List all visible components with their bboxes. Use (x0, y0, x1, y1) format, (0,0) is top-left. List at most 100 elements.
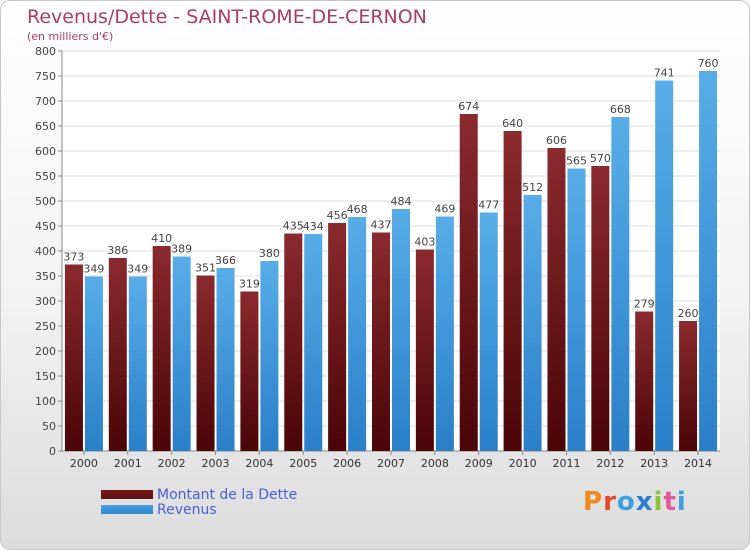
bar-dette (64, 264, 83, 451)
bar-dette (284, 233, 303, 451)
logo-letter: o (616, 487, 636, 517)
x-tick-label: 2005 (289, 457, 317, 470)
bar-revenus (304, 234, 323, 451)
y-tick-label: 750 (35, 70, 56, 83)
data-label: 668 (610, 103, 631, 116)
logo-letter: x (635, 487, 654, 517)
data-label: 469 (434, 203, 455, 216)
logo-letter: i (676, 487, 687, 517)
y-tick-label: 50 (42, 420, 56, 433)
legend-label-revenus: Revenus (157, 501, 217, 518)
legend-item-revenus: Revenus (101, 501, 297, 518)
x-tick-label: 2009 (465, 457, 493, 470)
logo-letter: P (583, 487, 604, 517)
y-tick-label: 450 (35, 220, 56, 233)
y-tick-label: 600 (35, 145, 56, 158)
bar-dette (459, 114, 478, 451)
bar-revenus (392, 209, 410, 451)
data-label: 349 (127, 263, 148, 276)
data-label: 640 (502, 117, 523, 130)
x-tick-label: 2012 (596, 457, 624, 470)
y-tick-label: 650 (35, 120, 56, 133)
legend-swatch-revenus (101, 505, 153, 514)
data-label: 512 (522, 181, 543, 194)
y-tick-label: 400 (35, 245, 56, 258)
y-tick-label: 150 (35, 370, 56, 383)
bar-revenus (128, 276, 147, 451)
bar-dette (108, 258, 127, 451)
data-label: 403 (414, 236, 435, 249)
data-label: 606 (546, 134, 567, 147)
x-tick-label: 2002 (158, 457, 186, 470)
bar-dette (503, 131, 522, 451)
y-tick-label: 550 (35, 170, 56, 183)
y-tick-label: 200 (35, 345, 56, 358)
bar-revenus (260, 261, 279, 451)
bar-dette (372, 232, 390, 451)
data-label: 260 (678, 307, 699, 320)
bar-revenus (172, 256, 191, 451)
logo-letter: t (663, 487, 677, 517)
bar-revenus (655, 80, 674, 451)
data-label: 410 (151, 232, 172, 245)
bar-revenus (479, 212, 498, 451)
data-label: 366 (215, 254, 236, 267)
y-tick-label: 700 (35, 95, 56, 108)
data-label: 319 (239, 278, 260, 291)
bar-revenus (216, 268, 235, 451)
bar-dette (547, 148, 566, 451)
data-label: 434 (303, 220, 324, 233)
bar-revenus (435, 216, 454, 451)
bar-dette (152, 246, 171, 451)
bar-dette (328, 223, 347, 451)
data-label: 468 (347, 203, 368, 216)
bar-revenus (611, 117, 630, 451)
bar-revenus (523, 195, 542, 451)
data-label: 741 (654, 67, 675, 80)
data-label: 435 (283, 220, 304, 233)
bar-dette (415, 249, 434, 451)
data-label: 674 (458, 100, 479, 113)
data-label: 565 (566, 155, 587, 168)
x-tick-label: 2011 (552, 457, 580, 470)
data-label: 484 (391, 195, 412, 208)
x-tick-label: 2000 (70, 457, 98, 470)
bar-revenus (84, 276, 103, 451)
legend: Montant de la Dette Revenus (101, 486, 298, 518)
legend-item-dette: Montant de la Dette (101, 486, 298, 503)
data-label: 760 (698, 57, 719, 70)
x-tick-label: 2001 (114, 457, 142, 470)
bar-dette (591, 166, 610, 451)
bar-dette (679, 321, 698, 451)
y-tick-label: 100 (35, 395, 56, 408)
x-tick-label: 2010 (509, 457, 537, 470)
x-tick-label: 2008 (421, 457, 449, 470)
bar-dette (196, 275, 215, 451)
x-tick-label: 2006 (333, 457, 361, 470)
proxiti-logo: Proxiti (583, 487, 687, 517)
legend-label-dette: Montant de la Dette (157, 486, 298, 503)
logo-letter: i (653, 487, 664, 517)
y-tick-label: 250 (35, 320, 56, 333)
bar-revenus (348, 217, 367, 451)
x-tick-label: 2007 (377, 457, 405, 470)
y-tick-label: 500 (35, 195, 56, 208)
data-label: 456 (327, 209, 348, 222)
y-tick-label: 350 (35, 270, 56, 283)
data-label: 386 (107, 244, 128, 257)
x-tick-label: 2004 (245, 457, 273, 470)
chart-title: Revenus/Dette - SAINT-ROME-DE-CERNON (27, 6, 427, 28)
y-tick-label: 300 (35, 295, 56, 308)
x-tick-label: 2013 (640, 457, 668, 470)
data-label: 380 (259, 247, 280, 260)
data-label: 570 (590, 152, 611, 165)
data-label: 279 (634, 298, 655, 311)
chart-subtitle: (en milliers d'€) (27, 30, 114, 43)
data-label: 351 (195, 262, 216, 275)
y-tick-label: 0 (49, 445, 56, 458)
bar-dette (240, 291, 259, 451)
bar-dette (635, 311, 654, 451)
bar-revenus (567, 168, 586, 451)
